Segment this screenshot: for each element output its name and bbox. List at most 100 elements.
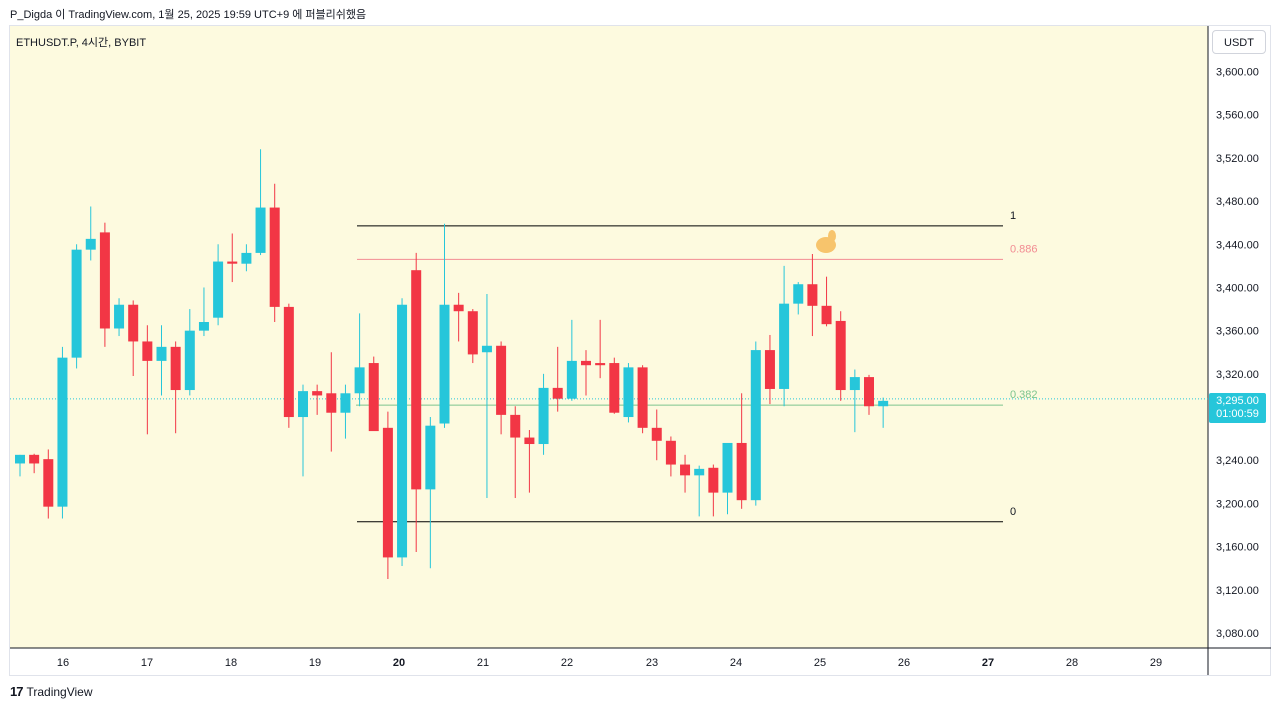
candle [312, 384, 323, 415]
candle-body [849, 377, 860, 391]
y-tick-label: 3,360.00 [1216, 326, 1259, 338]
fib-level-label: 0.382 [1010, 389, 1038, 401]
candle [467, 309, 478, 364]
candle-body [29, 454, 40, 464]
y-tick-label: 3,400.00 [1216, 282, 1259, 294]
candle-body [255, 207, 266, 253]
candle [864, 374, 874, 415]
candle [764, 334, 775, 405]
chart-frame[interactable] [9, 25, 1271, 676]
candle [807, 253, 818, 337]
candle-body [439, 304, 450, 424]
last-price-value: 3,295.00 [1216, 395, 1259, 407]
candle-body [764, 350, 775, 389]
candle [241, 244, 252, 272]
x-tick-label: 17 [141, 657, 153, 669]
emoji-finger [828, 230, 836, 242]
candle-body [736, 442, 747, 501]
candle [397, 298, 408, 567]
candle [298, 384, 308, 477]
y-tick-label: 3,120.00 [1216, 585, 1259, 597]
bar-countdown: 01:00:59 [1216, 408, 1259, 420]
candle [213, 244, 224, 326]
currency-button[interactable]: USDT [1212, 30, 1266, 54]
candle [382, 411, 393, 580]
candle-body [156, 346, 167, 361]
candle [15, 454, 25, 477]
y-tick-label: 3,240.00 [1216, 455, 1259, 467]
candle-body [637, 367, 648, 428]
footer-brand[interactable]: 17 TradingView [10, 684, 93, 699]
candle-body [651, 427, 662, 441]
candle-body [453, 304, 464, 312]
x-tick-label: 20 [393, 657, 405, 669]
candle-body [354, 367, 365, 394]
candle-body [142, 341, 153, 361]
symbol-title: ETHUSDT.P, 4시간, BYBIT [16, 37, 147, 49]
candle [708, 464, 719, 517]
y-tick-label: 3,320.00 [1216, 369, 1259, 381]
candle-body [326, 393, 337, 413]
candle [425, 417, 436, 569]
x-tick-label: 29 [1150, 657, 1162, 669]
candle-body [750, 350, 761, 501]
last-price-tag: 3,295.00 01:00:59 [1209, 393, 1266, 423]
candle [85, 206, 96, 261]
candle [538, 373, 549, 455]
x-tick-label: 18 [225, 657, 237, 669]
candle-body [552, 387, 563, 399]
candle-body [609, 363, 620, 413]
fib-level-label: 0 [1010, 506, 1016, 518]
plot-background [10, 26, 1208, 648]
candle [99, 222, 110, 347]
candle-body [128, 304, 139, 342]
tradingview-logo-icon: 17 [10, 684, 24, 699]
candle-body [680, 464, 691, 476]
y-tick-label: 3,080.00 [1216, 628, 1259, 640]
candle-body [184, 330, 195, 391]
candle [184, 309, 195, 396]
candle-body [510, 414, 521, 438]
candle [326, 352, 337, 452]
candle [411, 252, 422, 553]
candle-body [85, 238, 96, 250]
candle-body [43, 459, 54, 507]
publish-caption: P_Digda 이 TradingView.com, 1월 25, 2025 1… [10, 9, 367, 21]
candle-body [368, 363, 379, 432]
y-tick-label: 3,440.00 [1216, 239, 1259, 251]
footer-brand-text: TradingView [26, 684, 93, 699]
candle [368, 356, 379, 432]
y-tick-label: 3,520.00 [1216, 153, 1259, 165]
candle [57, 346, 68, 519]
candle [128, 300, 139, 377]
candle-body [864, 377, 874, 407]
candle [849, 369, 860, 433]
candle-body [397, 304, 408, 558]
candle [750, 341, 761, 506]
candle-body [524, 437, 535, 445]
x-tick-label: 23 [646, 657, 658, 669]
candle-body [694, 468, 705, 476]
candle [623, 363, 634, 423]
candle [156, 325, 167, 396]
candle [821, 276, 832, 327]
candle [71, 244, 82, 369]
candle-body [807, 284, 818, 306]
candle-body [722, 442, 733, 493]
candle [439, 223, 450, 428]
candle [496, 341, 507, 435]
candle [680, 454, 691, 493]
candle-body [708, 467, 719, 493]
candle [637, 365, 648, 434]
candle-body [793, 284, 804, 304]
x-tick-label: 22 [561, 657, 573, 669]
candle [198, 287, 209, 337]
candle-body [496, 345, 507, 415]
candle [142, 325, 153, 435]
x-tick-label: 25 [814, 657, 826, 669]
candle [665, 436, 676, 477]
candle-body [595, 363, 606, 366]
candle-body [425, 425, 436, 490]
x-tick-label: 26 [898, 657, 910, 669]
